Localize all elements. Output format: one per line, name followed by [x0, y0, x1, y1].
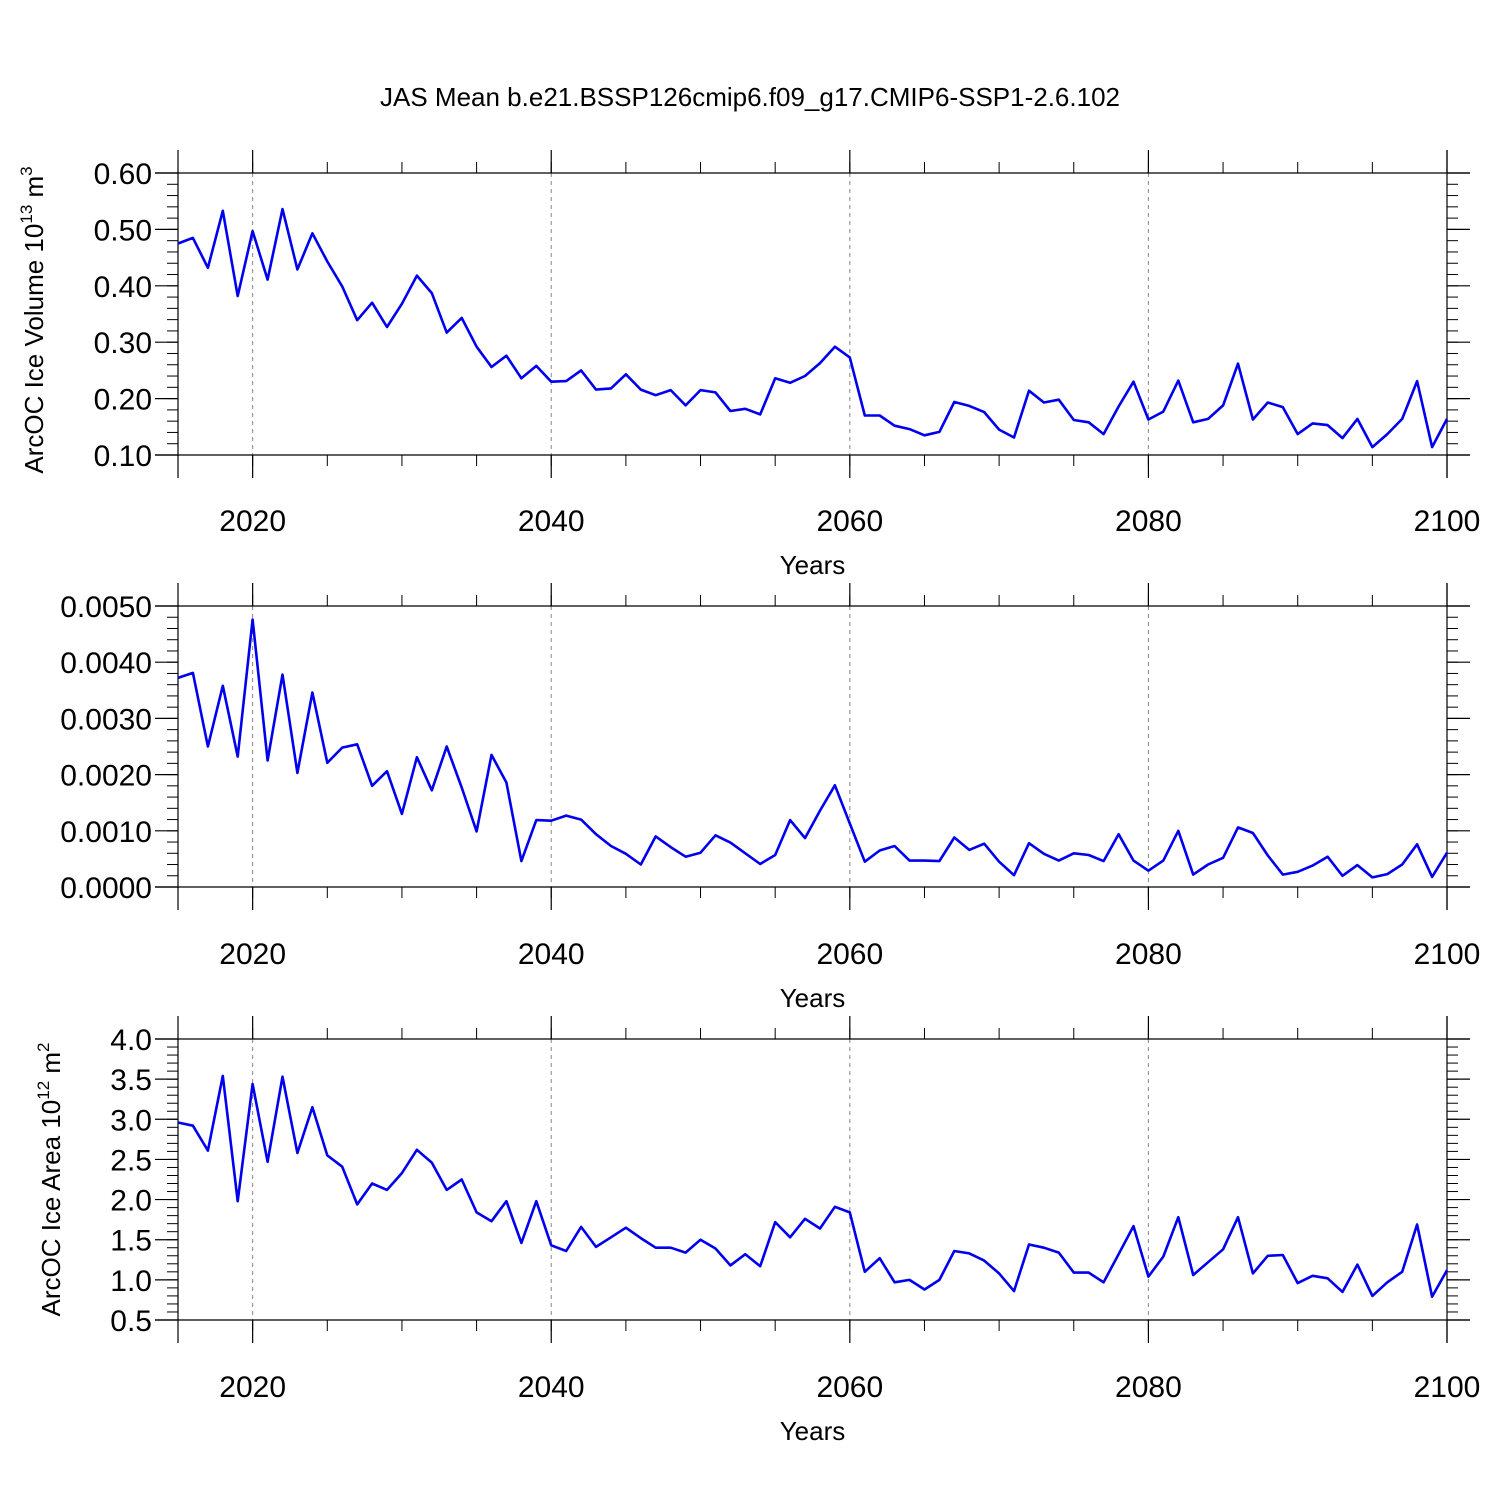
- y-tick-label: 0.60: [94, 158, 152, 191]
- y-tick-label: 0.0040: [60, 647, 152, 680]
- y-tick-label: 2.5: [110, 1144, 152, 1177]
- y-axis-title: ArcOC Ice Volume 1013 m3: [17, 166, 49, 473]
- y-tick-label: 0.0020: [60, 760, 152, 793]
- x-tick-label: 2060: [816, 1371, 883, 1404]
- y-tick-label: 0.0010: [60, 816, 152, 849]
- y-axis-title: ArcOC Snow Volume 1013 m3: [0, 578, 2, 916]
- series-line: [177, 207, 1449, 449]
- x-tick-label: 2040: [518, 1371, 585, 1404]
- y-tick-label: 0.0000: [60, 872, 152, 905]
- y-tick-label: 0.5: [110, 1305, 152, 1338]
- chart-title: JAS Mean b.e21.BSSP126cmip6.f09_g17.CMIP…: [380, 82, 1120, 112]
- x-tick-label: 2020: [219, 505, 286, 538]
- y-tick-label: 0.30: [94, 327, 152, 360]
- y-tick-label: 4.0: [110, 1024, 152, 1057]
- y-tick-label: 0.20: [94, 384, 152, 417]
- chart-panel-3: 0.5 1.0 1.5 2.0 2.5 3.0 3.5 4.0 2020 2040 2060 2080…: [34, 1016, 1480, 1446]
- x-tick-label: 2040: [518, 505, 585, 538]
- y-tick-label: 0.10: [94, 440, 152, 473]
- y-tick-label: 3.5: [110, 1064, 152, 1097]
- chart-panel-2: 0.0000 0.0010 0.0020 0.0030 0.0040 0.0050 2020…: [0, 578, 1481, 1013]
- chart-panel-1: 0.10 0.20 0.30 0.40 0.50 0.60 2020 2040 2060 2080…: [17, 150, 1480, 580]
- x-tick-label: 2020: [219, 1371, 286, 1404]
- series-line: [177, 618, 1449, 879]
- x-tick-label: 2020: [219, 938, 286, 971]
- x-tick-label: 2040: [518, 938, 585, 971]
- y-tick-label: 1.0: [110, 1265, 152, 1298]
- x-tick-label: 2060: [816, 938, 883, 971]
- y-tick-label: 2.0: [110, 1185, 152, 1218]
- x-tick-label: 2080: [1115, 505, 1182, 538]
- x-tick-label: 2100: [1414, 1371, 1481, 1404]
- x-axis-title: Years: [780, 983, 846, 1013]
- x-tick-label: 2080: [1115, 1371, 1182, 1404]
- x-tick-label: 2100: [1414, 505, 1481, 538]
- y-tick-label: 0.0030: [60, 703, 152, 736]
- y-axis-title: ArcOC Ice Area 1012 m2: [34, 1042, 66, 1316]
- x-tick-label: 2100: [1414, 938, 1481, 971]
- y-tick-label: 3.0: [110, 1104, 152, 1137]
- y-tick-label: 0.0050: [60, 591, 152, 624]
- x-axis-title: Years: [780, 1416, 846, 1446]
- y-tick-label: 1.5: [110, 1225, 152, 1258]
- x-tick-label: 2060: [816, 505, 883, 538]
- y-tick-label: 0.50: [94, 214, 152, 247]
- y-tick-label: 0.40: [94, 271, 152, 304]
- series-line: [177, 1074, 1449, 1298]
- x-tick-label: 2080: [1115, 938, 1182, 971]
- x-axis-title: Years: [780, 550, 846, 580]
